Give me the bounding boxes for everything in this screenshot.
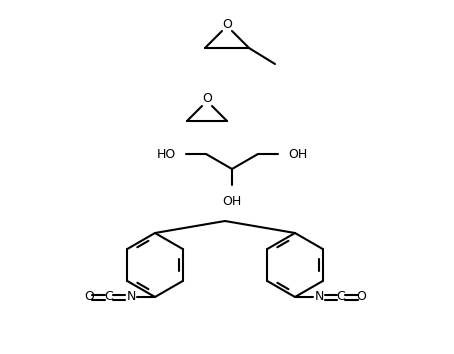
Text: N: N (126, 291, 136, 303)
Text: HO: HO (157, 148, 176, 160)
Text: O: O (202, 92, 212, 105)
Text: O: O (84, 291, 94, 303)
Text: N: N (314, 291, 324, 303)
Text: C: C (336, 291, 345, 303)
Text: OH: OH (288, 148, 307, 160)
Text: C: C (104, 291, 114, 303)
Text: O: O (222, 17, 232, 30)
Text: OH: OH (222, 195, 242, 208)
Text: O: O (356, 291, 366, 303)
